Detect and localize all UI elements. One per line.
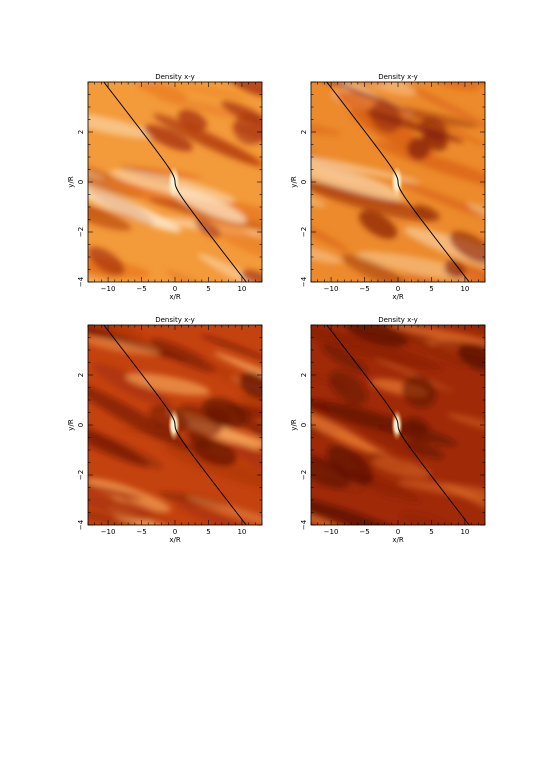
density-map-svg: Density x-y −10 −5 0 5 10 −4 −2 0 2 x/R y/R	[290, 73, 486, 301]
x-axis-label: x/R	[392, 293, 404, 301]
y-tick-label: −2	[300, 227, 308, 237]
x-tick-label: 10	[237, 285, 246, 293]
y-tick-label: 2	[300, 373, 308, 377]
x-axis-label: x/R	[169, 293, 181, 301]
central-density-peak	[168, 166, 180, 198]
x-axis-label: x/R	[392, 536, 404, 544]
y-tick-label: −2	[300, 470, 308, 480]
y-tick-label: −2	[77, 227, 85, 237]
y-tick-label: −4	[300, 519, 308, 530]
density-panel-top-left: Density x-y −10 −5 0 5 10 −4 −2 0 2 x/R y/R	[60, 70, 263, 310]
x-tick-label: 0	[396, 528, 400, 536]
x-tick-label: −5	[359, 285, 369, 293]
y-tick-label: 2	[77, 130, 85, 134]
density-texture	[311, 82, 485, 282]
x-tick-label: −5	[136, 285, 146, 293]
y-tick-label: −4	[77, 276, 85, 287]
central-density-peak	[168, 409, 180, 441]
x-axis-label: x/R	[169, 536, 181, 544]
density-panel-bottom-left: Density x-y −10 −5 0 5 10 −4 −2 0 2 x/R y/R	[60, 313, 263, 553]
y-tick-label: 0	[77, 180, 85, 184]
boundary-curve	[326, 325, 470, 525]
y-tick-label: 0	[77, 423, 85, 427]
y-axis-label: y/R	[67, 419, 75, 431]
y-axis-label: y/R	[290, 176, 298, 188]
x-tick-label: 10	[460, 285, 469, 293]
y-tick-label: −4	[300, 276, 308, 287]
y-tick-label: 2	[300, 130, 308, 134]
x-tick-label: −10	[324, 285, 339, 293]
boundary-curve	[103, 325, 247, 525]
y-tick-label: 0	[300, 180, 308, 184]
x-tick-label: −10	[101, 285, 116, 293]
panel-title: Density x-y	[155, 316, 195, 324]
central-density-peak	[391, 166, 403, 198]
y-axis-label: y/R	[67, 176, 75, 188]
x-tick-label: 10	[237, 528, 246, 536]
x-tick-label: 5	[206, 528, 210, 536]
density-texture	[88, 82, 262, 282]
density-map-svg: Density x-y −10 −5 0 5 10 −4 −2 0 2 x/R y/R	[67, 316, 263, 544]
x-tick-label: 0	[173, 285, 177, 293]
y-tick-label: −2	[77, 470, 85, 480]
density-texture	[311, 325, 485, 525]
x-tick-label: −10	[101, 528, 116, 536]
central-density-peak	[391, 409, 403, 441]
x-tick-label: 0	[396, 285, 400, 293]
x-tick-label: −5	[359, 528, 369, 536]
y-tick-label: 0	[300, 423, 308, 427]
x-tick-label: 0	[173, 528, 177, 536]
density-map-svg: Density x-y −10 −5 0 5 10 −4 −2 0 2 x/R y/R	[290, 316, 486, 544]
density-panel-top-right: Density x-y −10 −5 0 5 10 −4 −2 0 2 x/R y/R	[283, 70, 486, 310]
x-tick-label: 5	[429, 285, 433, 293]
panel-title: Density x-y	[378, 73, 418, 81]
density-map-svg: Density x-y −10 −5 0 5 10 −4 −2 0 2 x/R y/R	[67, 73, 263, 301]
density-panel-bottom-right: Density x-y −10 −5 0 5 10 −4 −2 0 2 x/R y/R	[283, 313, 486, 553]
x-tick-label: 5	[206, 285, 210, 293]
boundary-curve	[326, 82, 470, 282]
panel-title: Density x-y	[378, 316, 418, 324]
y-axis-label: y/R	[290, 419, 298, 431]
x-tick-label: 10	[460, 528, 469, 536]
boundary-curve	[103, 82, 247, 282]
panel-title: Density x-y	[155, 73, 195, 81]
x-tick-label: −5	[136, 528, 146, 536]
x-tick-label: 5	[429, 528, 433, 536]
x-tick-label: −10	[324, 528, 339, 536]
y-tick-label: −4	[77, 519, 85, 530]
y-tick-label: 2	[77, 373, 85, 377]
